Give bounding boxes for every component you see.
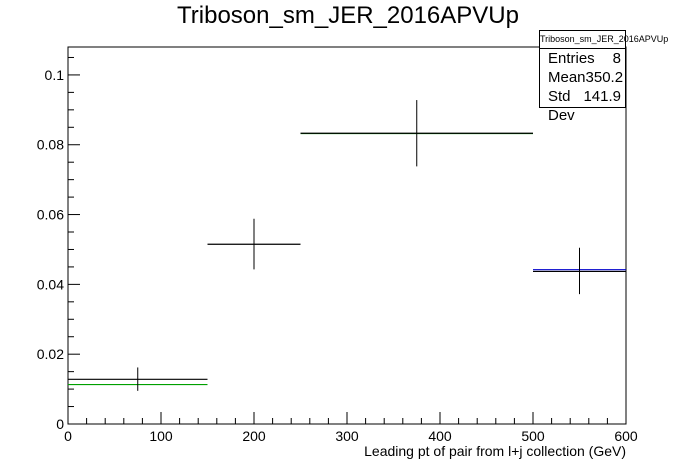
chart-title: Triboson_sm_JER_2016APVUp	[177, 2, 519, 29]
x-tick-label: 0	[64, 428, 72, 444]
x-tick-label: 500	[521, 428, 545, 444]
y-axis: 0 0.02 0.04 0.06 0.08 0.1	[37, 56, 80, 432]
stats-mean-label: Mean	[548, 69, 586, 86]
x-axis: 0 100 200 300 400 500 600	[64, 412, 638, 444]
x-tick-label: 100	[149, 428, 173, 444]
y-tick-label: 0.02	[37, 346, 64, 362]
stats-entries-value: 8	[612, 50, 621, 67]
stats-stddev-label: Std Dev	[548, 88, 575, 124]
stats-box: Triboson_sm_JER_2016APVUp Entries 8 Mean…	[539, 30, 668, 124]
stats-stddev-row: Std Dev 141.9	[540, 87, 625, 124]
stats-mean-row: Mean 350.2	[540, 68, 625, 87]
data-marks	[68, 100, 626, 391]
y-tick-label: 0	[56, 416, 64, 432]
x-tick-label: 400	[428, 428, 452, 444]
stats-entries-row: Entries 8	[540, 49, 625, 68]
y-tick-label: 0.04	[37, 276, 64, 292]
stats-entries-label: Entries	[548, 50, 595, 67]
stats-box-title: Triboson_sm_JER_2016APVUp	[540, 31, 668, 49]
x-tick-label: 600	[614, 428, 638, 444]
stats-mean-value: 350.2	[585, 69, 624, 86]
y-tick-label: 0.1	[45, 67, 65, 83]
stats-stddev-value: 141.9	[583, 88, 621, 105]
x-tick-label: 300	[335, 428, 359, 444]
x-tick-label: 200	[242, 428, 266, 444]
x-axis-label: Leading pt of pair from l+j collection (…	[364, 443, 626, 459]
y-tick-label: 0.06	[37, 207, 64, 223]
y-tick-label: 0.08	[37, 137, 64, 153]
